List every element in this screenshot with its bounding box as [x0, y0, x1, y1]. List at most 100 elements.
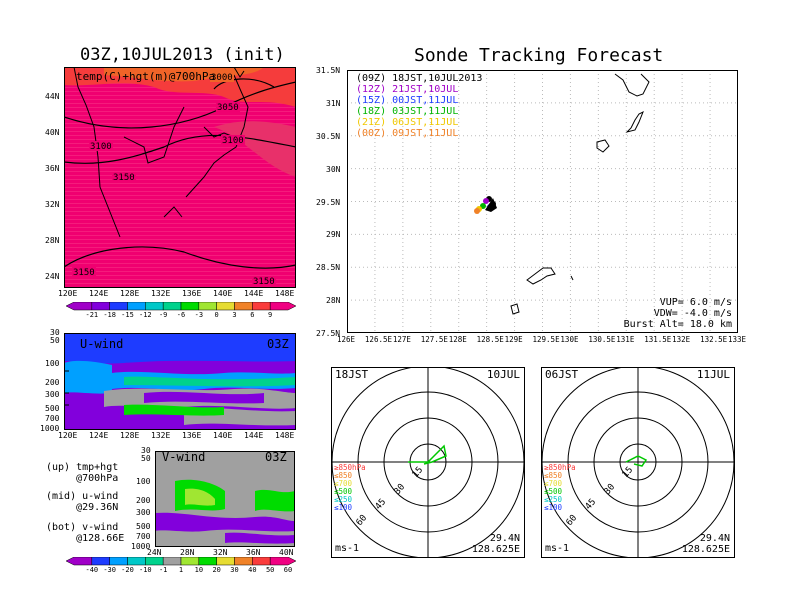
contour-label: 3150 — [253, 277, 275, 287]
wind-colorbar-tick: -40 — [86, 566, 99, 573]
temp-colorbar-swatch — [127, 302, 146, 311]
tracking-legend: (09Z) 18JST,10JUL2013 (12Z) 21JST,10JUL (1… — [356, 73, 482, 139]
v-lat-tick: 40N — [279, 548, 294, 557]
track-lat-tick: 30N — [326, 164, 341, 174]
track-lon-tick: 129.5E — [532, 335, 560, 344]
u-lon-tick: 132E — [151, 431, 171, 440]
contour-label: 3100 — [90, 142, 112, 152]
vup-value: VUP= 6.0 m/s — [659, 297, 732, 308]
wind-colorbar-tick: 40 — [248, 566, 256, 573]
hodo-level-label: ≤100 — [544, 503, 563, 512]
wind-colorbar-swatch — [66, 557, 93, 566]
v-pressure-tick: 30 — [141, 446, 151, 455]
legend-entry: (00Z) 09JST,11JUL — [356, 128, 459, 139]
track-lat-tick: 28.5N — [316, 263, 341, 273]
v-lat-tick: 24N — [147, 548, 162, 557]
temp-colorbar-swatch — [162, 302, 182, 311]
hodo-unit: ms-1 — [335, 543, 360, 554]
hodo-ring-label: 15 — [621, 465, 636, 480]
temp-colorbar-tick: 0 — [215, 311, 219, 318]
v-wind-label: V-wind — [162, 450, 206, 464]
map-lon-tick: 132E — [151, 289, 171, 298]
legend-entry: (15Z) 00JST,11JUL — [356, 95, 459, 106]
wind-colorbar-tick: 1 — [179, 566, 183, 573]
track-lon-tick: 127.5E — [420, 335, 448, 344]
hodo-date-label: 11JUL — [696, 368, 730, 381]
map-lat-tick: 44N — [45, 92, 60, 101]
temp-colorbar-tick: -21 — [86, 311, 99, 318]
u-lon-tick: 120E — [58, 431, 78, 440]
track-lon-tick: 131E — [616, 335, 635, 344]
hodo-ring-label: 45 — [584, 497, 599, 512]
temp-colorbar-tick: -12 — [139, 311, 152, 318]
u-wind-section — [64, 333, 296, 430]
temp-colorbar-tick: -6 — [177, 311, 185, 318]
v-pressure-tick: 500 — [136, 522, 151, 531]
legend-entry: (12Z) 21JST,10JUL — [356, 84, 459, 95]
tracking-title: Sonde Tracking Forecast — [414, 45, 664, 66]
hodo-lat: 29.4N — [489, 533, 520, 544]
temp-colorbar-tick: -18 — [103, 311, 116, 318]
hodo-level-label: ≤250 — [334, 495, 353, 504]
wind-colorbar-swatch — [127, 557, 146, 566]
hodo-level-label: ≥850hPa — [334, 463, 366, 472]
temp-colorbar-tick: 6 — [250, 311, 254, 318]
note-up: (up) tmp+hgt @700hPa — [46, 462, 119, 484]
v-pressure-tick: 300 — [136, 508, 151, 517]
wind-colorbar-tick: 60 — [284, 566, 292, 573]
u-lon-tick: 144E — [244, 431, 264, 440]
track-lat-tick: 29.5N — [316, 197, 341, 207]
wind-colorbar-swatch — [216, 557, 235, 566]
temp-colorbar-tick: -9 — [159, 311, 167, 318]
track-lat-tick: 31.5N — [316, 66, 341, 75]
track-lon-tick: 131.5E — [644, 335, 672, 344]
hodo-level-label: ≤500 — [334, 487, 353, 496]
track-lon-tick: 128.5E — [476, 335, 504, 344]
v-lat-tick: 28N — [180, 548, 195, 557]
hodo-level-label: ≤700 — [334, 479, 353, 488]
map-lon-tick: 136E — [182, 289, 202, 298]
temp-colorbar-swatch — [180, 302, 200, 311]
map-lon-tick: 148E — [275, 289, 295, 298]
track-lon-tick: 126.5E — [364, 335, 393, 344]
track-lon-tick: 130.5E — [588, 335, 616, 344]
v-wind-time: 03Z — [265, 450, 287, 464]
vdw-value: VDW= -4.0 m/s — [653, 308, 732, 319]
wind-colorbar-swatch — [91, 557, 110, 566]
temp-colorbar-tick: -3 — [195, 311, 203, 318]
u-lon-tick: 136E — [182, 431, 202, 440]
u-pressure-tick: 700 — [45, 414, 60, 423]
track-lon-tick: 132.5E — [700, 335, 728, 344]
track-lat-tick: 28N — [326, 296, 341, 306]
u-lon-tick: 124E — [89, 431, 109, 440]
note-bot: (bot) v-wind @128.66E — [46, 522, 125, 544]
hodo-level-label: ≤100 — [334, 503, 353, 512]
hodograph-frame: 15 30 45 60 06JST 11JUL ≥850hPa ≤850 ≤700 ≤500 ≤25… — [541, 367, 735, 558]
hodo-ring-label: 30 — [603, 482, 618, 497]
contour-label: 3150 — [113, 173, 135, 183]
track-lat-tick: 31N — [326, 98, 341, 108]
wind-colorbar-swatch — [145, 557, 164, 566]
map-lon-tick: 128E — [120, 289, 140, 298]
temperature-colorbar: -21 -18 -15 -12 -9 -6 -3 0 3 6 9 — [66, 302, 296, 318]
u-pressure-tick: 100 — [45, 359, 60, 368]
hodo-level-label: ≥850hPa — [544, 463, 576, 472]
v-lat-tick: 32N — [213, 548, 228, 557]
wind-colorbar-swatch — [162, 557, 182, 566]
map-lat-tick: 28N — [45, 236, 60, 245]
hodograph-frame: 15 30 45 60 18JST 10JUL ≥850hPa ≤850 ≤700 ≤500 ≤25… — [331, 367, 525, 558]
track-lon-tick: 133E — [728, 335, 747, 344]
hodo-lon: 128.625E — [471, 544, 520, 555]
hodo-level-label: ≤850 — [544, 471, 563, 480]
u-lon-tick: 148E — [275, 431, 295, 440]
legend-entry: (09Z) 18JST,10JUL2013 — [356, 73, 483, 84]
wind-colorbar-tick: -10 — [139, 566, 152, 573]
hodo-unit: ms-1 — [545, 543, 570, 554]
temp-colorbar-swatch — [216, 302, 235, 311]
wind-colorbar-swatch — [180, 557, 200, 566]
temp-colorbar-swatch — [198, 302, 217, 311]
hodo-time-label: 06JST — [545, 368, 579, 381]
hodo-time-label: 18JST — [335, 368, 369, 381]
contour-label: 3100 — [222, 136, 244, 146]
v-pressure-tick: 700 — [136, 532, 151, 541]
